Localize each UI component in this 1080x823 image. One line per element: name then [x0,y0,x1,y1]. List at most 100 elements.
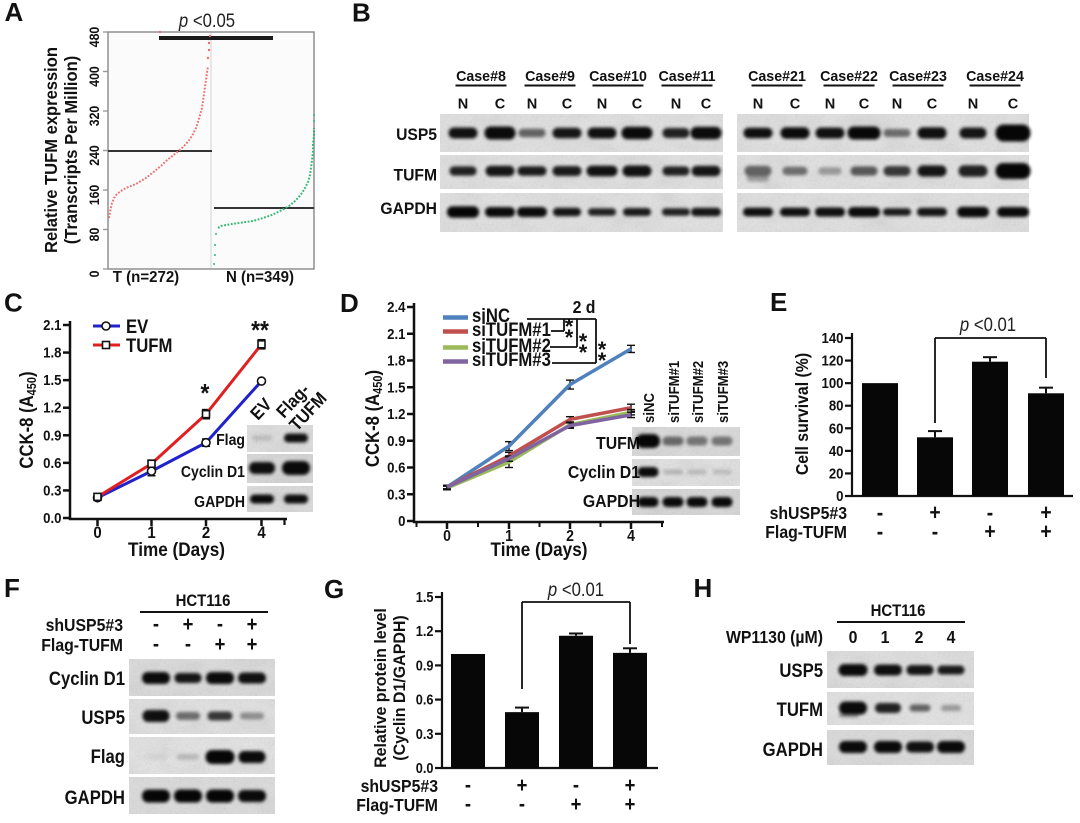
svg-text:-: - [153,633,159,656]
svg-text:C: C [927,96,938,112]
svg-text:E: E [770,287,787,317]
svg-text:TUFM: TUFM [394,166,437,184]
svg-text:160: 160 [86,185,102,206]
svg-text:N: N [892,96,903,112]
svg-text:USP5: USP5 [396,126,437,144]
svg-text:N: N [597,96,608,112]
svg-text:*: * [579,329,588,354]
svg-text:p <0.05: p <0.05 [178,10,235,31]
svg-text:1: 1 [147,524,155,542]
svg-text:siTUFM#1: siTUFM#1 [665,361,682,423]
svg-text:+: + [215,633,226,656]
svg-text:*: * [598,348,607,373]
svg-text:1.5: 1.5 [387,378,405,395]
svg-text:C: C [495,96,506,112]
svg-text:Flag-TUFM: Flag-TUFM [356,795,438,815]
svg-text:1.5: 1.5 [416,589,434,605]
svg-text:0: 0 [443,527,451,545]
svg-text:TUFM: TUFM [777,699,823,720]
svg-text:C: C [632,96,643,112]
svg-text:siTUFM#2: siTUFM#2 [472,335,551,356]
svg-text:80: 80 [86,228,102,242]
svg-text:-: - [185,633,191,656]
svg-text:N: N [825,96,836,112]
svg-text:GAPDH: GAPDH [65,787,125,808]
svg-text:1: 1 [881,627,890,647]
svg-text:(Cyclin D1/GAPDH): (Cyclin D1/GAPDH) [391,615,410,761]
svg-text:C: C [701,96,712,112]
svg-text:N (n=349): N (n=349) [226,269,294,287]
svg-text:4: 4 [947,627,956,647]
svg-text:0.6: 0.6 [387,459,405,476]
svg-text:1.2: 1.2 [387,405,405,422]
svg-text:4: 4 [257,524,265,542]
svg-text:C: C [562,96,573,112]
svg-text:Case#23: Case#23 [889,69,947,85]
svg-text:shUSP5#3: shUSP5#3 [770,503,847,523]
svg-text:**: ** [251,317,269,346]
svg-text:F: F [4,573,20,603]
svg-text:2.1: 2.1 [43,316,61,333]
svg-text:HCT116: HCT116 [871,602,926,620]
svg-text:-: - [519,793,525,816]
svg-text:siTUFM#2: siTUFM#2 [689,361,706,423]
svg-text:+: + [571,793,582,816]
svg-text:Case#10: Case#10 [589,69,647,85]
svg-text:EV: EV [126,316,148,337]
svg-text:Cell survival (%): Cell survival (%) [792,353,812,475]
svg-text:N: N [458,96,469,112]
svg-text:siNC: siNC [472,305,510,326]
svg-text:0.3: 0.3 [43,482,61,499]
svg-text:0.0: 0.0 [416,760,434,776]
svg-text:USP5: USP5 [779,660,823,681]
svg-text:-: - [217,613,223,636]
svg-text:-: - [987,501,994,525]
svg-text:20: 20 [829,465,844,482]
svg-text:480: 480 [86,27,102,48]
svg-text:Flag-TUFM: Flag-TUFM [41,635,123,655]
svg-text:G: G [324,574,344,604]
svg-text:140: 140 [822,329,844,346]
svg-text:shUSP5#3: shUSP5#3 [46,615,123,635]
svg-text:USP5: USP5 [81,707,125,728]
svg-text:Case#21: Case#21 [748,69,806,85]
svg-text:0.3: 0.3 [387,485,405,502]
svg-text:0.0: 0.0 [43,509,61,526]
svg-text:0.9: 0.9 [416,658,434,674]
svg-text:Cyclin D1: Cyclin D1 [49,668,125,689]
svg-text:Relative TUFM expression: Relative TUFM expression [40,47,61,253]
svg-text:2: 2 [915,627,924,647]
svg-text:GAPDH: GAPDH [763,739,823,760]
svg-text:Flag: Flag [216,431,245,449]
svg-text:320: 320 [86,106,102,127]
svg-text:-: - [877,501,884,525]
svg-text:1.2: 1.2 [416,623,434,639]
svg-text:0.9: 0.9 [387,432,405,449]
svg-text:C: C [4,288,23,318]
svg-text:siTUFM#3: siTUFM#3 [714,361,731,423]
svg-text:+: + [517,774,528,797]
svg-text:*: * [598,337,607,362]
svg-text:HCT116: HCT116 [176,592,231,610]
svg-text:0.9: 0.9 [43,426,61,443]
svg-text:TUFM: TUFM [126,335,172,356]
svg-text:2: 2 [566,527,574,545]
svg-text:Flag-TUFM: Flag-TUFM [765,522,847,542]
svg-text:-: - [573,774,579,797]
svg-text:GAPDH: GAPDH [194,493,245,511]
svg-text:0: 0 [836,487,843,504]
svg-text:D: D [340,288,359,318]
svg-text:B: B [352,0,371,28]
svg-text:Case#9: Case#9 [525,69,575,85]
svg-text:Time (Days): Time (Days) [128,538,225,560]
svg-text:60: 60 [829,419,844,436]
svg-text:Case#22: Case#22 [820,69,878,85]
svg-text:shUSP5#3: shUSP5#3 [361,776,438,796]
svg-text:2.4: 2.4 [387,298,405,315]
svg-text:2 d: 2 d [573,297,596,317]
svg-text:+: + [1040,501,1051,525]
svg-text:+: + [247,613,258,636]
svg-text:+: + [625,793,636,816]
svg-text:1.8: 1.8 [387,352,405,369]
svg-text:CCK-8 (A450): CCK-8 (A450) [16,371,39,468]
